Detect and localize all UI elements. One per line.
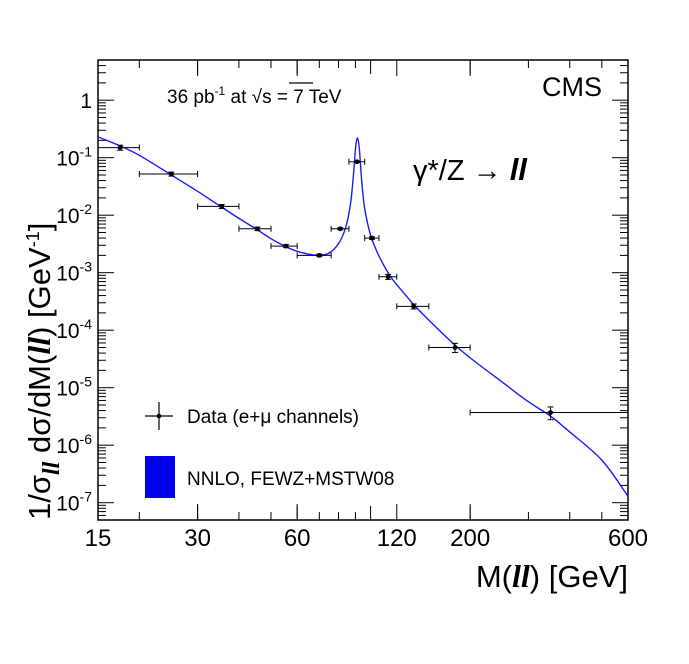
data-point [97,144,140,151]
data-point [138,171,199,178]
y-tick-label: 1 [80,90,92,113]
y-tick-label: 10-3 [56,259,92,286]
y-tick-label: 10-5 [56,374,92,401]
data-point [378,273,398,280]
legend-theory-label: NNLO, FEWZ+MSTW08 [187,469,394,490]
x-tick-label: 200 [450,525,490,552]
lumi-value: 36 pb-1 at √s = 7 TeV [167,84,342,108]
data-point [364,235,380,242]
x-tick-label: 30 [184,525,211,552]
data-marker [255,226,260,232]
x-tick-label: 120 [377,525,417,552]
data-point [428,342,471,353]
data-point [270,243,298,250]
process-label: γ*/Z → ll [413,152,528,187]
y-tick-label: 10-4 [56,316,92,343]
x-tick-label: 15 [85,525,112,552]
axis-ticks [97,59,629,521]
legend-theory-marker [145,456,175,498]
data-marker [337,226,343,232]
luminosity-label: 36 pb-1 at √s = 7 TeV [167,82,342,108]
y-tick-label: 10-1 [56,144,92,171]
legend-data-label: Data (e+μ channels) [187,407,359,428]
data-point [348,158,366,165]
data-point [197,203,240,210]
x-axis-title: M(ll) [GeV] [476,558,628,594]
data-point [396,303,430,310]
y-tick-label: 10-7 [56,489,92,516]
experiment-label: CMS [542,72,602,102]
data-point [469,406,629,421]
data-marker [283,243,289,249]
data-marker [411,303,417,309]
y-tick-labels: 1 10-1 10-2 10-3 10-4 10-5 10-6 10-7 [56,90,92,516]
data-point [296,252,332,259]
legend-data-marker [145,402,173,430]
data-marker [369,235,375,241]
data-marker [385,274,391,280]
data-points [97,144,629,421]
x-tick-labels: 15 30 60 120 200 600 [85,525,648,552]
data-marker [219,204,225,209]
x-tick-label: 60 [284,525,311,552]
data-marker [117,145,123,150]
data-marker [316,252,322,258]
data-marker [548,410,553,415]
theory-curve-nnlo [97,136,629,497]
y-tick-label: 10-2 [56,201,92,228]
x-tick-label: 600 [608,525,648,552]
y-axis-title: 1/σll dσ/dM(ll) [GeV-1] [21,223,65,520]
y-tick-label: 10-6 [56,431,92,458]
legend: Data (e+μ channels) NNLO, FEWZ+MSTW08 [145,402,394,498]
data-marker [452,345,458,350]
data-marker [354,159,360,165]
data-marker [168,171,174,177]
data-point [330,225,350,232]
data-point [238,225,272,232]
